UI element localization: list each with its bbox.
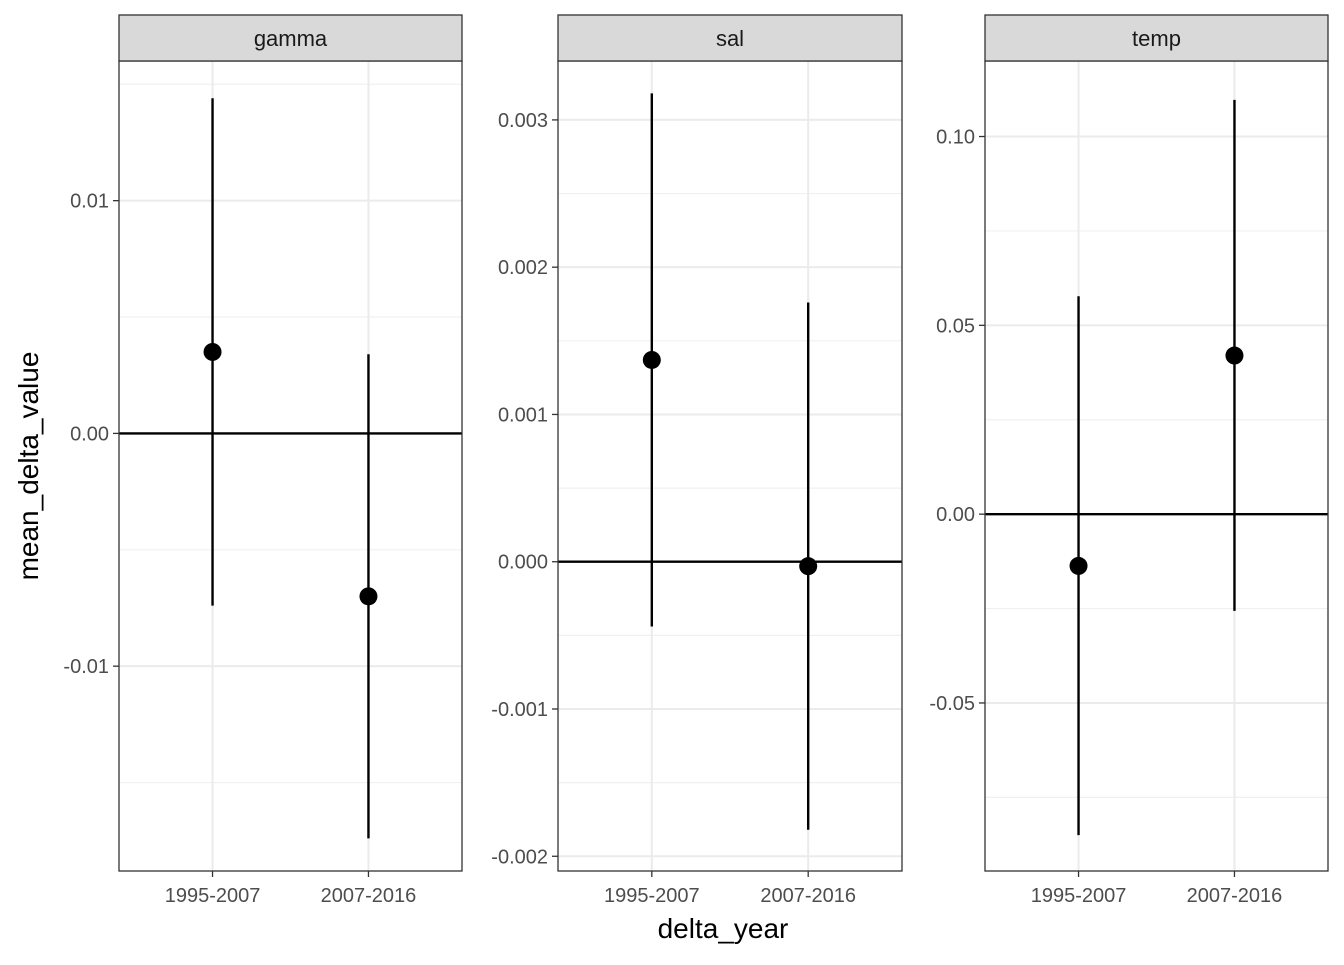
panel-background xyxy=(119,61,462,871)
facet-strip-label: gamma xyxy=(254,26,328,51)
data-point xyxy=(359,587,378,606)
facets-layer: gamma -0.01 0.00 0.01 1995-2007 2007-2016 sal -… xyxy=(63,14,1329,907)
facet-panel-temp: temp -0.05 0.00 0.05 0.10 1995-2007 2007-2016 xyxy=(929,14,1329,907)
y-tick-label: 0.00 xyxy=(936,504,975,526)
x-axis-title: delta_year xyxy=(658,913,789,944)
y-tick-label: 0.000 xyxy=(498,552,548,574)
y-tick-label: -0.001 xyxy=(491,699,548,721)
facet-strip xyxy=(557,14,903,62)
y-tick-label: 0.003 xyxy=(498,110,548,132)
panel-background xyxy=(985,61,1328,871)
panel-background xyxy=(558,61,902,871)
data-point xyxy=(1225,346,1244,365)
y-tick-label: 0.00 xyxy=(70,423,109,445)
data-point xyxy=(203,342,222,361)
y-tick-label: 0.002 xyxy=(498,257,548,279)
y-tick-label: -0.01 xyxy=(63,656,109,678)
facet-strip xyxy=(984,14,1329,62)
x-tick-label: 2007-2016 xyxy=(1187,885,1283,907)
facet-strip xyxy=(118,14,463,62)
y-tick-label: 0.01 xyxy=(70,191,109,213)
data-point xyxy=(1069,556,1088,575)
x-tick-label: 2007-2016 xyxy=(760,885,856,907)
y-tick-label: 0.001 xyxy=(498,404,548,426)
facet-strip-label: temp xyxy=(1132,26,1181,51)
y-tick-label: 0.05 xyxy=(936,315,975,337)
facet-panel-gamma: gamma -0.01 0.00 0.01 1995-2007 2007-2016 xyxy=(63,14,463,907)
y-tick-label: 0.10 xyxy=(936,127,975,149)
facet-strip-label: sal xyxy=(716,26,744,51)
x-tick-label: 1995-2007 xyxy=(604,885,700,907)
x-tick-label: 1995-2007 xyxy=(165,885,261,907)
y-axis-title: mean_delta_value xyxy=(13,352,44,581)
x-tick-label: 1995-2007 xyxy=(1031,885,1127,907)
y-tick-label: -0.002 xyxy=(491,846,548,868)
data-point xyxy=(799,557,818,576)
facet-panel-sal: sal -0.002 -0.001 0.000 0.001 0.002 0.003 1995-… xyxy=(491,14,903,907)
data-point xyxy=(642,350,661,369)
x-tick-label: 2007-2016 xyxy=(321,885,417,907)
y-tick-label: -0.05 xyxy=(929,693,975,715)
